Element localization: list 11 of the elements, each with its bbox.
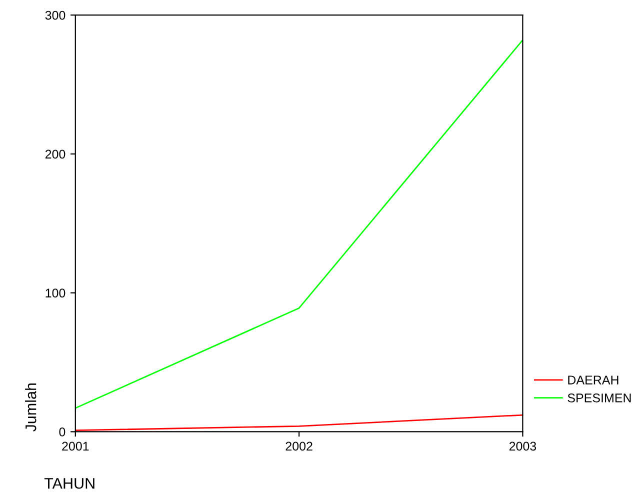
y-tick-label: 200 bbox=[45, 150, 66, 159]
y-tick-label: 0 bbox=[59, 428, 66, 436]
legend-label: DAERAH bbox=[568, 376, 618, 384]
y-axis-title: Jumlah bbox=[25, 383, 36, 432]
y-tick-label: 300 bbox=[45, 10, 66, 20]
x-axis-title: TAHUN bbox=[44, 478, 94, 489]
x-tick-label: 2003 bbox=[509, 442, 536, 451]
x-tick-label: 2002 bbox=[286, 442, 312, 451]
x-tick-label: 2001 bbox=[62, 442, 89, 451]
legend-label: SPESIMEN bbox=[568, 394, 631, 402]
y-tick-label: 100 bbox=[46, 288, 66, 298]
